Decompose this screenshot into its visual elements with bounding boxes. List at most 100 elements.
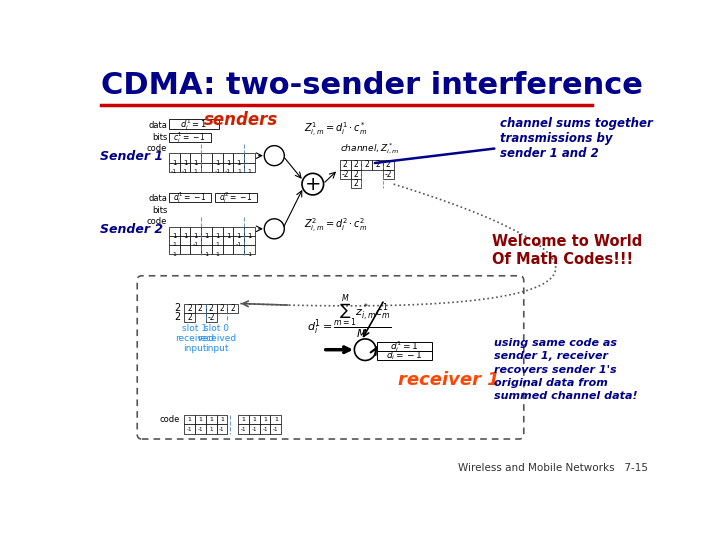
Bar	[233, 163, 244, 172]
Text: $d^1_i = 1$: $d^1_i = 1$	[390, 339, 419, 354]
Bar	[212, 236, 222, 245]
Text: CDMA: two-sender interference: CDMA: two-sender interference	[101, 71, 643, 100]
Bar	[206, 424, 217, 434]
Bar	[168, 236, 179, 245]
Bar	[212, 245, 222, 254]
Text: 2: 2	[230, 303, 235, 313]
Bar	[184, 313, 195, 322]
Text: -1: -1	[251, 427, 257, 431]
Bar	[201, 245, 212, 254]
Text: 1: 1	[241, 417, 246, 422]
Text: $d^1_i = 1$: $d^1_i = 1$	[180, 117, 207, 132]
Bar	[212, 226, 222, 236]
Bar	[168, 245, 179, 254]
Bar	[168, 119, 219, 129]
Text: 1: 1	[263, 417, 267, 422]
Bar	[212, 163, 222, 172]
Bar	[201, 153, 212, 163]
Bar	[195, 303, 206, 313]
Bar	[179, 153, 190, 163]
Text: -1: -1	[219, 427, 225, 431]
Bar	[361, 160, 372, 170]
Text: -1: -1	[204, 252, 210, 256]
Text: receiver 1: receiver 1	[398, 372, 500, 389]
Text: 1: 1	[248, 170, 251, 174]
Bar	[217, 424, 228, 434]
Bar	[372, 160, 383, 170]
Bar	[377, 351, 432, 361]
Text: Sender 1: Sender 1	[99, 150, 163, 163]
Text: 2: 2	[187, 303, 192, 313]
Text: channel sums together
transmissions by
sender 1 and 2: channel sums together transmissions by s…	[375, 117, 652, 163]
Text: 1: 1	[172, 160, 176, 166]
Text: -1: -1	[246, 252, 253, 256]
Bar	[244, 153, 255, 163]
Text: -1: -1	[236, 242, 242, 247]
Text: 2: 2	[354, 179, 359, 188]
Bar	[206, 415, 217, 424]
Text: -1: -1	[225, 170, 231, 174]
Text: 2: 2	[354, 170, 359, 179]
Circle shape	[354, 339, 376, 361]
Text: 1: 1	[215, 160, 220, 166]
Text: -1: -1	[240, 427, 246, 431]
Bar	[201, 236, 212, 245]
Bar	[206, 303, 217, 313]
Bar	[340, 160, 351, 170]
Text: using same code as
sender 1, receiver
recovers sender 1's
original data from
sum: using same code as sender 1, receiver re…	[494, 338, 637, 401]
Text: 2: 2	[220, 303, 225, 313]
Text: $Z^1_{i,m} = d^1_i \cdot c^*_m$: $Z^1_{i,m} = d^1_i \cdot c^*_m$	[304, 121, 366, 139]
Bar	[190, 245, 201, 254]
Bar	[222, 163, 233, 172]
Text: -1: -1	[187, 427, 192, 431]
Bar	[222, 236, 233, 245]
Bar	[179, 245, 190, 254]
Bar	[222, 245, 233, 254]
Bar	[249, 424, 260, 434]
Bar	[340, 170, 351, 179]
Text: $channel, Z^*_{i,m}$: $channel, Z^*_{i,m}$	[340, 141, 399, 156]
Bar	[244, 163, 255, 172]
Bar	[222, 153, 233, 163]
Text: $c^1_i = -1$: $c^1_i = -1$	[173, 130, 206, 145]
Text: 2: 2	[386, 160, 391, 170]
Bar	[206, 313, 217, 322]
Text: 1: 1	[215, 242, 220, 247]
Bar	[190, 236, 201, 245]
Bar	[377, 342, 432, 351]
Bar	[351, 179, 361, 188]
Text: 1: 1	[248, 233, 252, 239]
Bar	[233, 245, 244, 254]
Bar	[260, 424, 271, 434]
Bar	[215, 193, 257, 202]
Text: 1: 1	[226, 160, 230, 166]
Text: code: code	[147, 144, 167, 153]
Text: 1: 1	[210, 427, 213, 431]
Bar	[351, 170, 361, 179]
Text: 2: 2	[187, 313, 192, 322]
Text: +: +	[305, 174, 321, 194]
Text: code: code	[160, 415, 180, 424]
Bar	[201, 163, 212, 172]
Bar	[168, 193, 211, 202]
Bar	[217, 303, 228, 313]
Text: bits: bits	[152, 206, 167, 215]
Text: $Z^2_{i,m} = d^2_i \cdot c^2_m$: $Z^2_{i,m} = d^2_i \cdot c^2_m$	[304, 217, 366, 235]
Bar	[184, 415, 195, 424]
Text: -1: -1	[182, 170, 188, 174]
Text: -2: -2	[384, 170, 392, 179]
Bar	[222, 226, 233, 236]
Text: 1: 1	[237, 160, 241, 166]
Bar	[260, 415, 271, 424]
Bar	[195, 415, 206, 424]
Bar	[168, 153, 179, 163]
Text: slot 1
received
input: slot 1 received input	[176, 323, 215, 353]
Text: 2: 2	[174, 303, 180, 313]
Text: 1: 1	[237, 170, 240, 174]
Text: senders: senders	[204, 111, 278, 129]
Text: 2: 2	[174, 312, 180, 322]
Text: 2: 2	[343, 160, 348, 170]
Bar	[179, 236, 190, 245]
Text: -1: -1	[273, 427, 279, 431]
Text: $d^1_i = \dfrac{\sum_{m=1}^{M} z^*_{i,m} c^1_m}{M}$: $d^1_i = \dfrac{\sum_{m=1}^{M} z^*_{i,m}…	[307, 293, 392, 341]
